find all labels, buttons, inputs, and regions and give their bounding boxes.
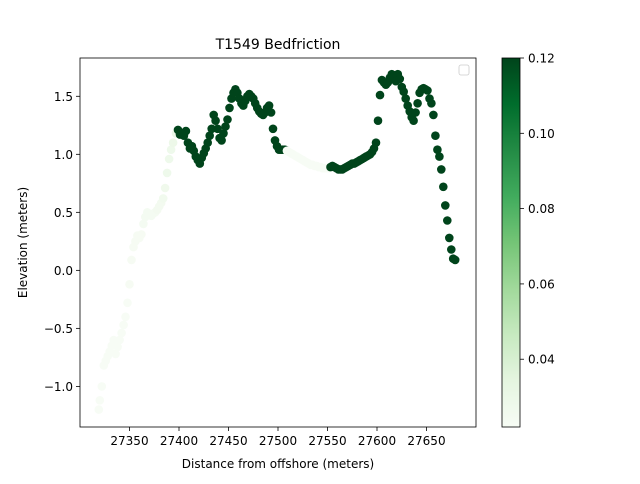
y-tick-label: 1.0 (54, 148, 73, 162)
data-point (399, 87, 409, 96)
x-tick-label: 27500 (259, 434, 297, 448)
data-point (137, 230, 146, 239)
x-tick-label: 27400 (160, 434, 198, 448)
data-point (435, 152, 444, 161)
data-point (221, 122, 230, 131)
data-point (121, 312, 130, 322)
data-point (162, 168, 172, 178)
data-point (450, 255, 460, 265)
data-point (139, 219, 148, 229)
x-tick-label: 27350 (110, 434, 148, 448)
colorbar-ticks: 0.04 0.06 0.08 0.10 0.12 (520, 52, 555, 367)
data-point (373, 116, 383, 125)
y-axis: −1.0 −0.5 0.0 0.5 1.0 1.5 (44, 90, 80, 394)
data-point (427, 99, 436, 108)
data-point (409, 116, 418, 125)
data-point (111, 349, 120, 359)
data-point (94, 405, 104, 414)
data-point (207, 124, 216, 134)
data-point (264, 101, 274, 110)
data-points (94, 69, 460, 414)
data-point (127, 255, 136, 265)
data-point (225, 103, 234, 113)
data-point (433, 145, 442, 154)
data-point (441, 201, 450, 210)
colorbar-tick-label: 0.10 (528, 127, 555, 141)
data-point (439, 182, 448, 192)
y-tick-label: 1.5 (54, 90, 73, 104)
data-point (95, 396, 105, 405)
data-point (97, 382, 107, 391)
data-point (113, 342, 122, 352)
colorbar-fill (502, 58, 520, 427)
plot-area (79, 57, 477, 428)
data-point (203, 138, 212, 147)
colorbar-tick-label: 0.08 (528, 202, 555, 216)
data-point (166, 145, 176, 154)
data-point (123, 298, 132, 308)
data-point (423, 86, 432, 95)
colorbar-tick-label: 0.06 (528, 277, 555, 291)
data-point (429, 110, 438, 120)
data-point (445, 233, 454, 243)
data-point (205, 131, 214, 140)
chart-title: T1549 Bedfriction (215, 37, 341, 53)
x-tick-label: 27450 (209, 434, 247, 448)
data-point (109, 335, 118, 345)
y-tick-label: 0.5 (54, 206, 73, 220)
data-point (117, 328, 126, 338)
colorbar-tick-label: 0.04 (528, 353, 555, 367)
data-point (168, 138, 178, 147)
data-point (125, 280, 134, 289)
data-point (375, 90, 385, 100)
x-axis: 27350 27400 27450 27500 27550 27600 27650 (110, 427, 446, 448)
data-point (213, 124, 222, 134)
data-point (217, 136, 226, 145)
colorbar-frame (501, 57, 521, 428)
data-point (181, 126, 191, 136)
y-tick-label: −0.5 (44, 322, 73, 336)
x-axis-label: Distance from offshore (meters) (182, 457, 374, 471)
data-point (411, 108, 420, 117)
data-point (160, 183, 170, 193)
data-point (401, 94, 411, 103)
colorbar-tick-label: 0.12 (528, 52, 555, 66)
y-axis-label: Elevation (meters) (16, 187, 30, 298)
x-tick-label: 27600 (358, 434, 396, 448)
data-point (443, 216, 452, 225)
data-point (437, 165, 446, 174)
y-tick-label: 0.0 (54, 264, 73, 278)
data-point (431, 131, 440, 140)
data-point (119, 320, 128, 330)
data-point (371, 138, 381, 147)
data-point (266, 108, 276, 117)
x-tick-label: 27650 (407, 434, 445, 448)
data-point (164, 154, 174, 164)
data-point (211, 116, 220, 125)
data-point (219, 129, 228, 138)
y-tick-label: −1.0 (44, 380, 73, 394)
x-tick-label: 27550 (308, 434, 346, 448)
legend-box (458, 64, 470, 76)
data-point (268, 124, 278, 134)
data-point (223, 115, 232, 124)
data-point (447, 245, 456, 254)
data-point (115, 335, 124, 345)
data-point (395, 74, 405, 84)
colorbar: 0.04 0.06 0.08 0.10 0.12 (501, 52, 555, 428)
data-point (413, 99, 422, 108)
data-point (158, 194, 168, 203)
